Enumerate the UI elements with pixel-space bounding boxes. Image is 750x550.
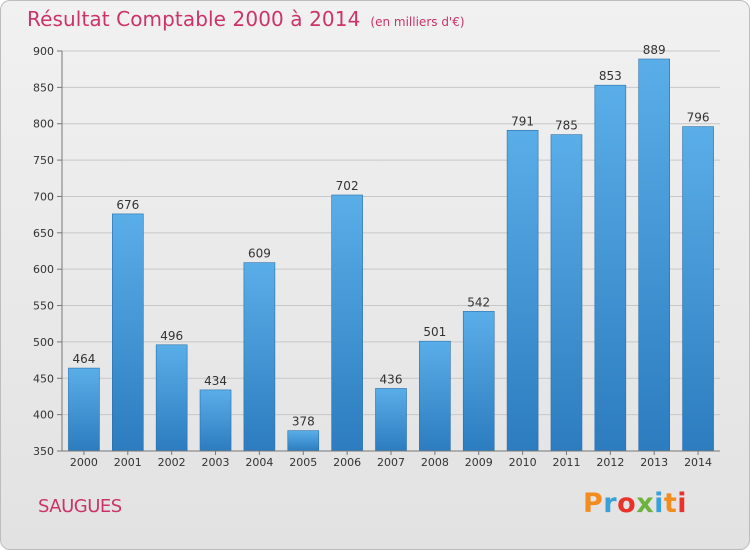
data-label: 436 [380,372,403,386]
y-tick-label: 850 [33,81,54,94]
logo-letter: P [583,488,604,519]
x-tick-label: 2005 [289,456,317,469]
data-label: 496 [160,329,183,343]
x-tick-label: 2000 [70,456,98,469]
y-tick-label: 600 [33,263,54,276]
x-tick-label: 2003 [202,456,230,469]
data-label: 676 [116,198,139,212]
logo-letter: i [654,488,664,519]
bar-2010 [506,129,539,452]
bar-2000 [68,367,100,452]
data-label: 702 [336,179,359,193]
data-label: 791 [511,114,534,128]
data-label: 889 [643,43,666,57]
y-tick-label: 450 [33,372,54,385]
bar-2012 [594,84,627,452]
bar-2013 [638,58,671,452]
x-tick-label: 2011 [552,456,580,469]
y-tick-label: 400 [33,409,54,422]
logo-letter: t [663,488,678,519]
logo-letter: r [603,488,618,519]
data-label: 434 [204,374,227,388]
y-tick-label: 350 [33,445,54,458]
y-tick-label: 650 [33,227,54,240]
data-label: 501 [423,325,446,339]
y-tick-label: 550 [33,300,54,313]
x-tick-label: 2008 [421,456,449,469]
bar-2008 [419,340,451,452]
chart-subtitle: (en milliers d'€) [370,15,465,29]
bar-2001 [112,213,144,452]
axes [57,50,720,455]
bar-2014 [682,126,714,452]
data-label: 609 [248,247,271,261]
data-label: 542 [467,295,490,309]
bar-2006 [331,194,363,452]
x-tick-label: 2007 [377,456,405,469]
bar-2005 [287,430,320,452]
location-label: SAUGUES [38,496,122,517]
x-tick-label: 2010 [509,456,537,469]
data-label: 378 [292,415,315,429]
x-tick-label: 2002 [158,456,186,469]
x-tick-label: 2006 [333,456,361,469]
bar-2003 [199,389,232,452]
bar-2004 [243,262,276,452]
x-tick-label: 2012 [596,456,624,469]
y-tick-label: 800 [33,118,54,131]
y-tick-label: 500 [33,336,54,349]
y-tick-label: 700 [33,190,54,203]
x-tick-label: 2013 [640,456,668,469]
bar-2007 [375,388,407,452]
data-labels: 464 676 496 434 609 378 702 436 501 542 791 785 853 8… [72,43,709,429]
chart-title-block: Résultat Comptable 2000 à 2014 (en millie… [27,7,465,31]
y-tick-labels: 350 400 450 500 550 600 650 700 750 800 850 900 [33,45,54,458]
x-tick-label: 2004 [245,456,273,469]
x-tick-label: 2001 [114,456,142,469]
x-tick-label: 2009 [465,456,493,469]
data-label: 464 [72,352,95,366]
proxiti-logo: Proxiti [583,488,687,519]
data-label: 853 [599,69,622,83]
x-tick-labels: 2000 2001 2002 2003 2004 2005 2006 2007 2008 2009… [70,456,712,469]
data-label: 796 [687,111,710,125]
data-label: 785 [555,119,578,133]
logo-letter: i [677,488,688,519]
bar-2002 [155,344,188,452]
logo-letter: x [636,488,655,519]
y-tick-label: 900 [33,45,54,58]
chart-title: Résultat Comptable 2000 à 2014 [27,7,361,31]
logo-letter: o [617,488,637,519]
x-tick-label: 2014 [684,456,712,469]
y-tick-label: 750 [33,154,54,167]
bars [68,58,714,452]
bar-2009 [462,311,495,452]
bar-2011 [550,134,583,452]
